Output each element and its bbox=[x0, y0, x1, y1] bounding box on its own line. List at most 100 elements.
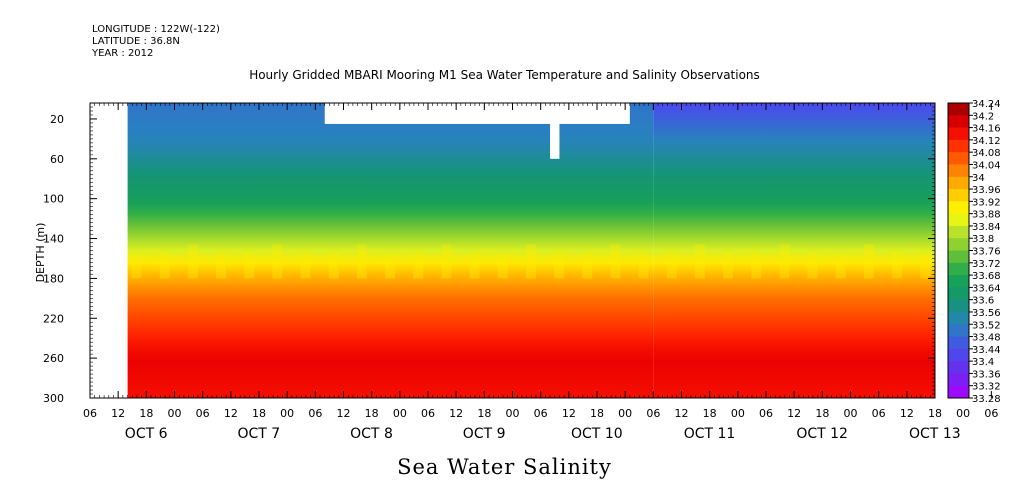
colorbar-label: 34.16 bbox=[972, 124, 1001, 135]
colorbar-swatch bbox=[948, 324, 969, 338]
x-hour-tick-label: 18 bbox=[252, 407, 266, 420]
x-hour-tick-label: 12 bbox=[337, 407, 351, 420]
x-hour-tick-label: 12 bbox=[224, 407, 238, 420]
x-hour-tick-label: 12 bbox=[562, 407, 576, 420]
x-hour-tick-label: 12 bbox=[111, 407, 125, 420]
colorbar-label: 33.72 bbox=[972, 259, 1001, 270]
x-hour-tick-label: 18 bbox=[477, 407, 491, 420]
colorbar-swatch bbox=[948, 336, 969, 350]
colorbar-swatch bbox=[948, 348, 969, 362]
x-hour-tick-label: 06 bbox=[83, 407, 97, 420]
colorbar-label: 33.48 bbox=[972, 333, 1001, 344]
y-tick-label: 140 bbox=[43, 233, 64, 246]
colorbar-label: 33.4 bbox=[972, 357, 994, 368]
colorbar-swatch bbox=[948, 152, 969, 165]
halocline-wave bbox=[582, 253, 593, 279]
x-hour-tick-label: 06 bbox=[196, 407, 210, 420]
latitude-label: LATITUDE : 36.8N bbox=[92, 36, 180, 47]
variable-title: Sea Water Salinity bbox=[397, 455, 612, 479]
colorbar-label: 33.92 bbox=[972, 197, 1001, 208]
colorbar-swatch bbox=[948, 385, 969, 399]
x-hour-tick-label: 18 bbox=[590, 407, 604, 420]
x-hour-tick-label: 18 bbox=[703, 407, 717, 420]
y-tick-label: 20 bbox=[50, 113, 64, 126]
halocline-wave bbox=[469, 253, 480, 279]
colorbar-label: 34.08 bbox=[972, 148, 1001, 159]
x-hour-tick-label: 00 bbox=[956, 407, 970, 420]
x-hour-tick-label: 18 bbox=[139, 407, 153, 420]
colorbar-label: 33.88 bbox=[972, 210, 1001, 221]
colorbar-swatch bbox=[948, 262, 969, 276]
halocline-wave bbox=[610, 244, 621, 279]
salinity-field-fresh bbox=[653, 103, 935, 398]
halocline-wave bbox=[835, 254, 846, 279]
x-hour-tick-label: 06 bbox=[308, 407, 322, 420]
x-hour-tick-label: 00 bbox=[280, 407, 294, 420]
x-day-label: OCT 10 bbox=[571, 426, 623, 442]
colorbar-label: 33.64 bbox=[972, 283, 1001, 294]
halocline-wave bbox=[187, 244, 198, 279]
halocline-wave bbox=[244, 252, 255, 279]
halocline-wave bbox=[638, 253, 649, 279]
salinity-field bbox=[127, 103, 654, 398]
x-hour-tick-label: 00 bbox=[506, 407, 520, 420]
halocline-wave bbox=[300, 253, 311, 279]
x-hour-tick-label: 06 bbox=[534, 407, 548, 420]
colorbar-swatch bbox=[948, 201, 969, 215]
halocline-wave bbox=[216, 254, 227, 279]
halocline-wave bbox=[385, 253, 396, 279]
colorbar-label: 33.44 bbox=[972, 345, 1001, 356]
colorbar-swatch bbox=[948, 311, 969, 325]
colorbar-swatch bbox=[948, 287, 969, 301]
x-hour-tick-label: 12 bbox=[675, 407, 689, 420]
x-hour-tick-label: 06 bbox=[984, 407, 998, 420]
x-day-label: OCT 7 bbox=[237, 426, 280, 442]
x-hour-tick-label: 12 bbox=[900, 407, 914, 420]
longitude-label: LONGITUDE : 122W(-122) bbox=[92, 24, 220, 35]
x-day-label: OCT 8 bbox=[350, 426, 393, 442]
halocline-wave bbox=[920, 254, 931, 279]
x-hour-tick-label: 00 bbox=[393, 407, 407, 420]
halocline-wave bbox=[892, 252, 903, 279]
year-label: YEAR : 2012 bbox=[92, 48, 154, 59]
x-hour-tick-label: 06 bbox=[646, 407, 660, 420]
x-hour-tick-label: 18 bbox=[365, 407, 379, 420]
colorbar-label: 34.04 bbox=[972, 160, 1001, 171]
halocline-wave bbox=[779, 244, 790, 279]
y-axis-label: DEPTH (m) bbox=[34, 223, 47, 283]
colorbar-label: 33.68 bbox=[972, 271, 1001, 282]
y-tick-label: 220 bbox=[43, 312, 64, 325]
colorbar-label: 33.52 bbox=[972, 320, 1001, 331]
halocline-wave bbox=[131, 254, 142, 279]
colorbar-swatch bbox=[948, 103, 969, 116]
colorbar-label: 33.96 bbox=[972, 185, 1001, 196]
y-tick-label: 100 bbox=[43, 193, 64, 206]
colorbar-swatch bbox=[948, 213, 969, 227]
y-tick-label: 260 bbox=[43, 352, 64, 365]
halocline-wave bbox=[413, 253, 424, 279]
halocline-wave bbox=[554, 253, 565, 279]
x-hour-tick-label: 06 bbox=[759, 407, 773, 420]
colorbar-label: 34.2 bbox=[972, 111, 994, 122]
colorbar-label: 33.28 bbox=[972, 394, 1001, 405]
colorbar-label: 33.76 bbox=[972, 247, 1001, 258]
x-day-label: OCT 13 bbox=[909, 426, 961, 442]
halocline-wave bbox=[751, 253, 762, 279]
x-hour-tick-label: 06 bbox=[421, 407, 435, 420]
x-hour-tick-label: 00 bbox=[844, 407, 858, 420]
x-hour-tick-label: 18 bbox=[928, 407, 942, 420]
colorbar-swatch bbox=[948, 127, 969, 141]
colorbar-label: 33.84 bbox=[972, 222, 1001, 233]
colorbar-label: 33.8 bbox=[972, 234, 994, 245]
x-hour-tick-label: 00 bbox=[168, 407, 182, 420]
colorbar-swatch bbox=[948, 189, 969, 202]
colorbar-swatch bbox=[948, 164, 969, 178]
halocline-wave bbox=[807, 252, 818, 279]
x-hour-tick-label: 12 bbox=[449, 407, 463, 420]
x-day-label: OCT 9 bbox=[463, 426, 506, 442]
halocline-wave bbox=[356, 244, 367, 279]
x-hour-tick-label: 06 bbox=[872, 407, 886, 420]
colorbar-label: 34.24 bbox=[972, 99, 1001, 110]
colorbar-label: 33.6 bbox=[972, 296, 994, 307]
